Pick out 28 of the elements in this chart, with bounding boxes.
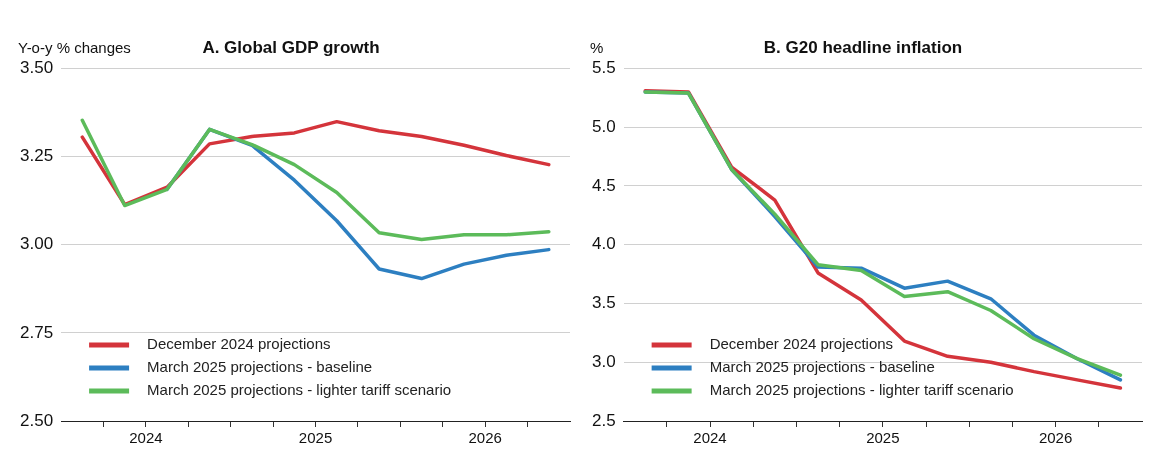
y-tick-label: 3.25 xyxy=(19,146,54,166)
x-tick-label: 2025 xyxy=(298,429,333,447)
y-axis-title: Y-o-y % changes xyxy=(18,39,131,57)
legend-label: March 2025 projections - lighter tariff scenario xyxy=(147,381,452,399)
y-tick-label: 3.50 xyxy=(19,58,54,78)
legend-label: March 2025 projections - baseline xyxy=(709,358,935,376)
y-tick-label: 5.0 xyxy=(591,116,616,136)
legend-label: December 2024 projections xyxy=(709,335,894,353)
y-tick-label: 2.75 xyxy=(19,322,54,342)
y-tick-label: 2.5 xyxy=(591,410,616,430)
y-axis-title: % xyxy=(590,39,604,57)
x-tick-label: 2026 xyxy=(1038,429,1073,447)
x-tick-label: 2024 xyxy=(693,429,727,447)
chart-title: A. Global GDP growth xyxy=(202,37,380,57)
x-tick-label: 2025 xyxy=(866,429,900,447)
y-tick-label: 5.5 xyxy=(591,58,616,78)
legend-label: March 2025 projections - baseline xyxy=(147,358,373,376)
y-tick-label: 4.0 xyxy=(591,234,616,254)
legend-label: December 2024 projections xyxy=(147,335,331,353)
y-tick-label: 3.00 xyxy=(19,234,54,254)
y-tick-label: 3.0 xyxy=(591,351,616,371)
legend-label: March 2025 projections - lighter tariff scenario xyxy=(709,381,1014,399)
chart-title: B. G20 headline inflation xyxy=(763,37,963,57)
x-tick-label: 2026 xyxy=(468,429,502,447)
x-tick-label: 2024 xyxy=(129,429,163,447)
y-tick-label: 4.5 xyxy=(591,175,616,195)
y-tick-label: 2.50 xyxy=(19,410,54,430)
y-tick-label: 3.5 xyxy=(591,293,616,313)
